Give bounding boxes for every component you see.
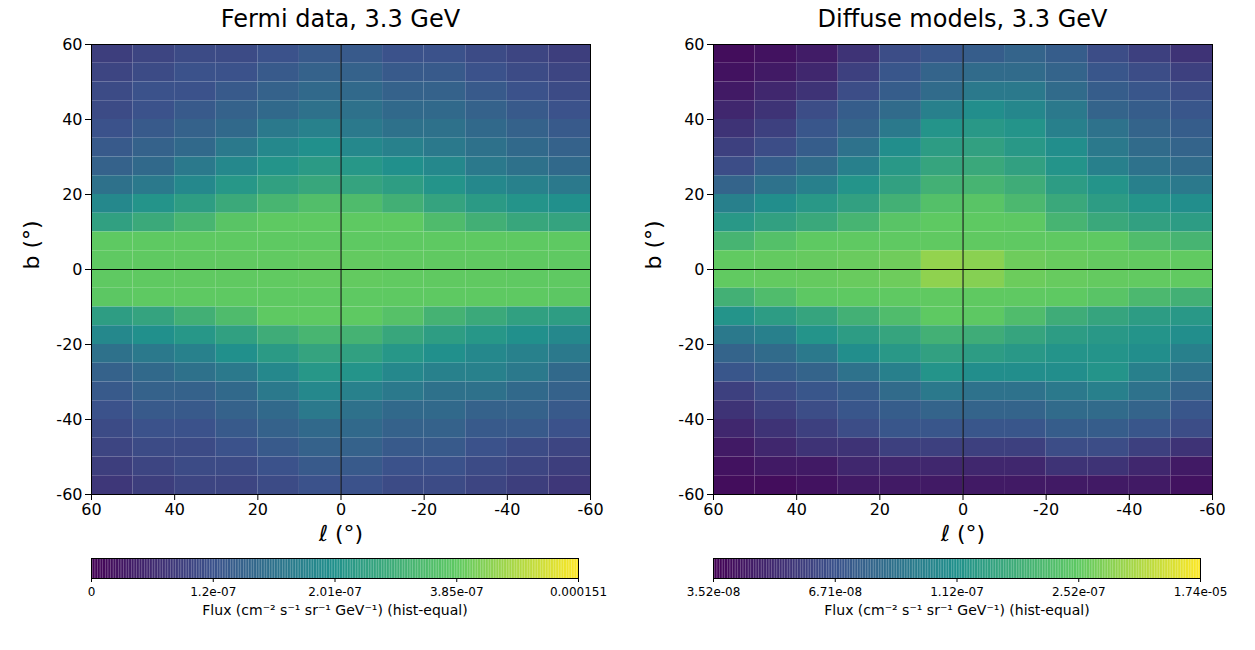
svg-text:3.52e-08: 3.52e-08 — [687, 585, 741, 599]
svg-text:Flux (cm⁻² s⁻¹ sr⁻¹ GeV⁻¹) (hi: Flux (cm⁻² s⁻¹ sr⁻¹ GeV⁻¹) (hist-equal) — [824, 602, 1089, 618]
svg-text:40: 40 — [164, 500, 184, 519]
svg-text:20: 20 — [62, 185, 82, 204]
svg-text:1.2e-07: 1.2e-07 — [190, 585, 236, 599]
svg-text:-20: -20 — [411, 500, 437, 519]
svg-text:0: 0 — [694, 260, 704, 279]
svg-text:20: 20 — [248, 500, 268, 519]
svg-text:0: 0 — [958, 500, 968, 519]
svg-text:60: 60 — [684, 35, 704, 54]
svg-text:2.01e-07: 2.01e-07 — [308, 585, 362, 599]
svg-text:-60: -60 — [678, 485, 704, 504]
svg-text:b (°): b (°) — [19, 220, 44, 269]
svg-text:3.85e-07: 3.85e-07 — [430, 585, 484, 599]
svg-text:-20: -20 — [1033, 500, 1059, 519]
svg-text:0: 0 — [72, 260, 82, 279]
svg-text:-60: -60 — [1199, 500, 1225, 519]
svg-text:-60: -60 — [56, 485, 82, 504]
html-text:Fermi data, 3.3 GeV: Fermi data, 3.3 GeV — [220, 5, 461, 33]
svg-text:2.52e-07: 2.52e-07 — [1052, 585, 1106, 599]
svg-text:40: 40 — [786, 500, 806, 519]
svg-text:-20: -20 — [678, 335, 704, 354]
svg-text:40: 40 — [62, 110, 82, 129]
svg-text:20: 20 — [870, 500, 890, 519]
svg-text:0: 0 — [88, 585, 96, 599]
svg-text:Flux (cm⁻² s⁻¹ sr⁻¹ GeV⁻¹) (hi: Flux (cm⁻² s⁻¹ sr⁻¹ GeV⁻¹) (hist-equal) — [202, 602, 467, 618]
html-text:Diffuse models, 3.3 GeV: Diffuse models, 3.3 GeV — [817, 5, 1108, 33]
svg-text:-40: -40 — [494, 500, 520, 519]
svg-text:60: 60 — [62, 35, 82, 54]
svg-text:0.000151: 0.000151 — [550, 585, 607, 599]
svg-text:ℓ (°): ℓ (°) — [318, 521, 363, 546]
svg-text:-60: -60 — [577, 500, 603, 519]
svg-text:-40: -40 — [1116, 500, 1142, 519]
svg-text:b (°): b (°) — [641, 220, 666, 269]
svg-text:ℓ (°): ℓ (°) — [940, 521, 985, 546]
svg-text:1.12e-07: 1.12e-07 — [930, 585, 984, 599]
svg-text:40: 40 — [684, 110, 704, 129]
svg-text:0: 0 — [336, 500, 346, 519]
svg-text:-40: -40 — [56, 410, 82, 429]
svg-text:-20: -20 — [56, 335, 82, 354]
svg-text:6.71e-08: 6.71e-08 — [808, 585, 862, 599]
svg-text:20: 20 — [684, 185, 704, 204]
svg-text:60: 60 — [81, 500, 101, 519]
svg-text:60: 60 — [703, 500, 723, 519]
svg-text:-40: -40 — [678, 410, 704, 429]
svg-text:1.74e-05: 1.74e-05 — [1174, 585, 1228, 599]
